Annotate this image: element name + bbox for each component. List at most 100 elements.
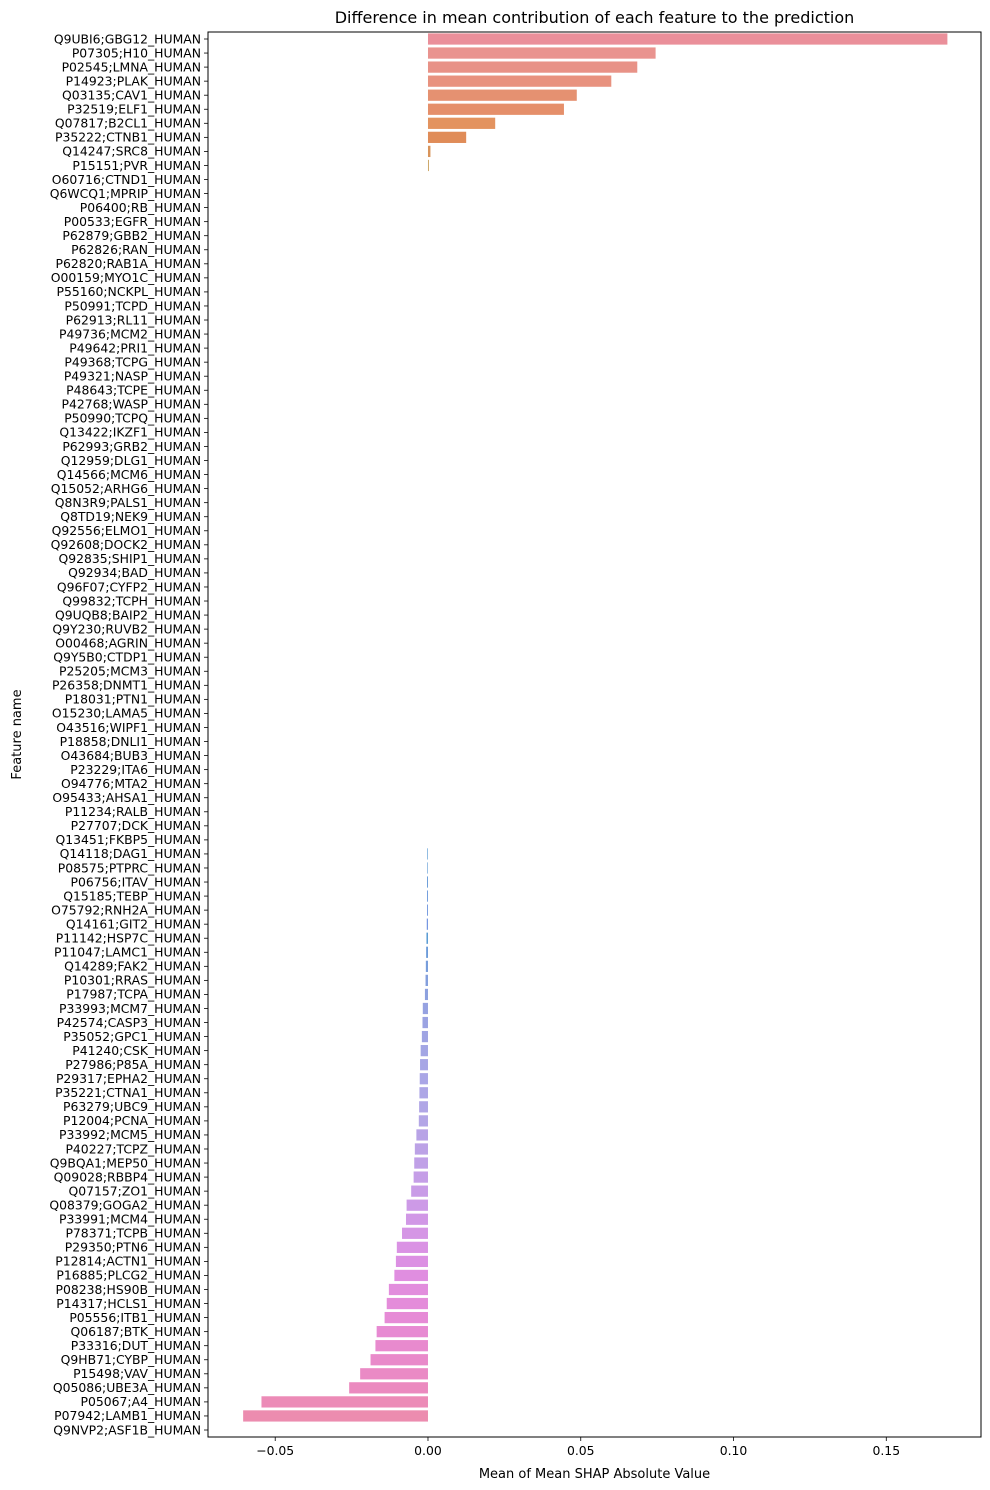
x-tick-label: −0.05	[256, 1443, 294, 1458]
y-tick-label: Q06187;BTK_HUMAN	[70, 1324, 201, 1339]
x-axis-label: Mean of Mean SHAP Absolute Value	[479, 1467, 710, 1482]
y-tick-label: P16885;PLCG2_HUMAN	[56, 1268, 201, 1283]
y-tick-label: P33992;MCM5_HUMAN	[59, 1127, 201, 1142]
y-tick-label: Q8TD19;NEK9_HUMAN	[60, 509, 201, 524]
bar	[427, 131, 467, 143]
y-tick-label: O95433;AHSA1_HUMAN	[52, 790, 201, 805]
y-tick-label: P55160;NCKPL_HUMAN	[56, 284, 201, 299]
y-tick-label: P62913;RL11_HUMAN	[66, 312, 201, 327]
bar	[427, 848, 428, 860]
y-tick-label: P11234;RALB_HUMAN	[65, 804, 201, 819]
y-tick-label: Q9UBI6;GBG12_HUMAN	[54, 31, 201, 46]
y-tick-label: P33316;DUT_HUMAN	[71, 1338, 201, 1353]
y-tick-label: P49736;MCM2_HUMAN	[59, 326, 201, 341]
bar	[427, 75, 612, 87]
bar	[375, 1340, 428, 1352]
bar	[425, 974, 428, 987]
y-tick-label: Q99832;TCPH_HUMAN	[62, 593, 201, 608]
bar	[427, 159, 429, 172]
chart-title: Difference in mean contribution of each …	[335, 8, 855, 27]
y-tick-label: P18858;DNLI1_HUMAN	[60, 734, 201, 749]
y-tick-label: Q92556;ELMO1_HUMAN	[52, 523, 201, 538]
y-tick-label: Q07157;ZO1_HUMAN	[69, 1183, 202, 1198]
y-tick-label: O75792;RNH2A_HUMAN	[51, 902, 201, 917]
y-tick-label: P78371;TCPB_HUMAN	[65, 1226, 201, 1241]
bar	[427, 117, 496, 129]
bar	[416, 1129, 428, 1141]
bars-group	[243, 33, 948, 1422]
y-tick-label: P26358;DNMT1_HUMAN	[52, 678, 201, 693]
y-tick-label: O43516;WIPF1_HUMAN	[56, 720, 201, 735]
y-tick-label: P35052;GPC1_HUMAN	[63, 1029, 201, 1044]
bar	[384, 1311, 428, 1324]
y-tick-label: P50991;TCPD_HUMAN	[64, 298, 201, 313]
y-tick-label: Q9BQA1;MEP50_HUMAN	[50, 1155, 201, 1170]
bar	[411, 1185, 428, 1197]
y-tick-label: Q92934;BAD_HUMAN	[68, 565, 201, 580]
y-tick-label: P27707;DCK_HUMAN	[71, 818, 201, 833]
y-tick-label: Q9Y230;RUVB2_HUMAN	[52, 621, 201, 636]
x-tick-label: 0.15	[872, 1443, 900, 1458]
bar	[402, 1227, 428, 1239]
y-tick-label: Q14161;GIT2_HUMAN	[66, 916, 201, 931]
y-tick-label: Q9NVP2;ASF1B_HUMAN	[53, 1422, 201, 1437]
y-tick-label: P62993;GRB2_HUMAN	[62, 439, 201, 454]
y-tick-label: P06756;ITAV_HUMAN	[71, 874, 202, 889]
bar	[426, 946, 428, 958]
y-tick-label: P29350;PTN6_HUMAN	[65, 1240, 201, 1255]
y-tick-label: P29317;EPHA2_HUMAN	[56, 1071, 201, 1086]
y-tick-label: P49642;PRI1_HUMAN	[69, 340, 201, 355]
bar	[427, 876, 428, 888]
y-tick-label: P06400;RB_HUMAN	[80, 200, 201, 215]
y-tick-label: Q03135;CAV1_HUMAN	[62, 88, 201, 103]
y-tick-label: P11142;HSP7C_HUMAN	[56, 931, 201, 946]
x-tick-label: 0.05	[567, 1443, 595, 1458]
bar	[425, 960, 428, 972]
y-axis-label: Feature name	[10, 689, 25, 779]
bar	[420, 1045, 428, 1057]
bar	[421, 1030, 428, 1043]
y-tick-label: P48643;TCPE_HUMAN	[66, 383, 201, 398]
bar	[427, 145, 431, 158]
y-tick-label: Q12959;DLG1_HUMAN	[61, 453, 201, 468]
y-tick-label: Q14289;FAK2_HUMAN	[64, 959, 201, 974]
y-tick-label: P23229;ITA6_HUMAN	[70, 762, 201, 777]
x-axis-ticks: −0.05 0.00 0.05 0.10 0.15	[256, 1437, 900, 1458]
y-tick-label: P35221;CTNA1_HUMAN	[55, 1085, 201, 1100]
y-tick-label: O15230;LAMA5_HUMAN	[52, 706, 201, 721]
y-tick-label: P14317;HCLS1_HUMAN	[56, 1296, 201, 1311]
y-tick-label: Q9Y5B0;CTDP1_HUMAN	[53, 650, 201, 665]
bar	[395, 1255, 428, 1268]
y-tick-label: Q05086;UBE3A_HUMAN	[53, 1380, 201, 1395]
x-tick-label: 0.00	[414, 1443, 442, 1458]
y-tick-label: O60716;CTND1_HUMAN	[52, 172, 201, 187]
bar	[427, 103, 564, 115]
bar	[420, 1059, 428, 1071]
bar	[349, 1382, 428, 1394]
y-tick-label: P05067;A4_HUMAN	[81, 1394, 201, 1409]
bar	[243, 1410, 428, 1422]
y-tick-label: P49368;TCPG_HUMAN	[64, 354, 201, 369]
y-tick-label: Q09028;RBBP4_HUMAN	[54, 1169, 201, 1184]
bar	[422, 1016, 428, 1029]
bar	[427, 890, 428, 902]
y-tick-label: Q92835;SHIP1_HUMAN	[58, 551, 201, 566]
bar	[370, 1354, 428, 1366]
y-tick-label: P62826;RAN_HUMAN	[71, 242, 201, 257]
y-tick-label: P27986;P85A_HUMAN	[65, 1057, 201, 1072]
bar	[427, 33, 948, 45]
bar	[394, 1269, 428, 1282]
y-tick-label: Q8N3R9;PALS1_HUMAN	[55, 495, 201, 510]
bar	[405, 1213, 428, 1225]
y-tick-label: O43684;BUB3_HUMAN	[61, 748, 201, 763]
y-tick-label: P62879;GBB2_HUMAN	[62, 228, 201, 243]
y-tick-label: O94776;MTA2_HUMAN	[61, 776, 201, 791]
bar	[426, 932, 428, 944]
y-tick-label: P11047;LAMC1_HUMAN	[54, 945, 201, 960]
bar	[413, 1171, 428, 1183]
y-tick-label: Q15052;ARHG6_HUMAN	[51, 481, 201, 496]
y-tick-label: Q9HB71;CYBP_HUMAN	[61, 1352, 201, 1367]
y-tick-label: P05556;ITB1_HUMAN	[69, 1310, 201, 1325]
bar	[396, 1241, 428, 1253]
